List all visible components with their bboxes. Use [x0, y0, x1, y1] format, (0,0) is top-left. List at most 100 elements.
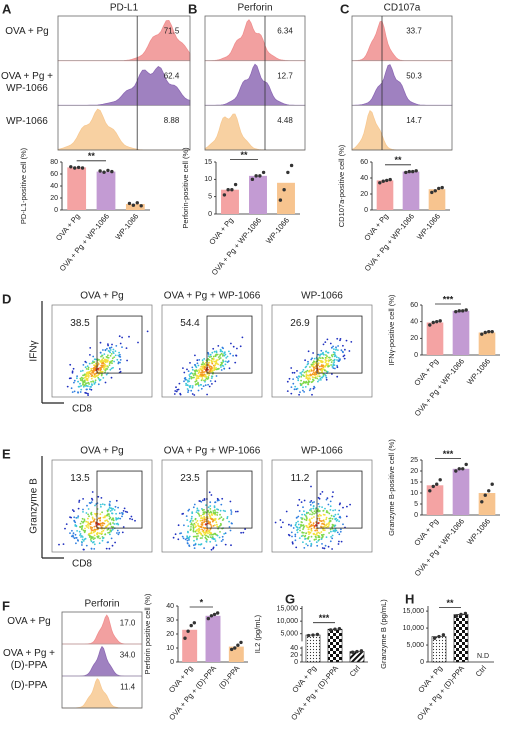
event-dot [295, 388, 298, 391]
event-dot [338, 503, 341, 506]
event-dot [198, 529, 201, 532]
event-dot [216, 359, 219, 361]
event-dot [219, 517, 221, 520]
event-dot [108, 515, 111, 517]
event-dot [318, 532, 321, 535]
y-tick-label: 20 [410, 468, 418, 475]
event-dot [87, 381, 90, 384]
gate-value: 33.7 [406, 27, 422, 36]
event-dot [217, 345, 220, 347]
event-dot [196, 377, 199, 380]
event-dot [332, 367, 335, 369]
event-dot [337, 345, 339, 347]
event-dot [202, 499, 204, 502]
event-dot [172, 536, 175, 539]
event-dot [99, 368, 102, 370]
data-point [407, 169, 411, 174]
event-dot [297, 520, 299, 523]
event-dot [74, 533, 77, 536]
data-point [483, 330, 487, 335]
event-dot [209, 380, 212, 382]
data-point [236, 643, 240, 647]
event-dot [308, 519, 311, 522]
event-dot [100, 505, 102, 508]
event-dot [211, 533, 213, 536]
panel-title: PD-L1 [110, 3, 139, 14]
event-dot [296, 531, 299, 534]
event-dot [307, 350, 310, 353]
gate-value: 26.9 [290, 318, 310, 329]
event-dot [211, 383, 213, 385]
event-dot [105, 365, 107, 367]
data-point [233, 182, 238, 187]
event-dot [87, 392, 89, 395]
event-dot [107, 356, 110, 359]
event-dot [292, 382, 295, 385]
event-dot [96, 528, 99, 531]
event-dot [224, 510, 227, 513]
event-dot [302, 374, 304, 376]
data-point [440, 185, 444, 190]
event-dot [302, 381, 305, 384]
data-point [457, 467, 461, 471]
event-dot [302, 506, 304, 509]
event-dot [213, 538, 216, 540]
event-dot [335, 348, 338, 351]
data-point [490, 329, 494, 334]
event-dot [216, 511, 219, 514]
event-dot [94, 379, 97, 382]
event-dot [204, 375, 206, 378]
event-dot [311, 393, 313, 396]
event-dot [196, 362, 199, 365]
event-dot [121, 512, 124, 515]
y-axis-label: Granzyme B-positive cell (%) [387, 439, 396, 536]
event-dot [317, 375, 319, 377]
event-dot [335, 346, 337, 349]
event-dot [334, 518, 337, 521]
event-dot [228, 350, 230, 353]
bar [452, 468, 470, 515]
x-tick-label: OVA + Pg [362, 212, 390, 243]
panel-letter: C [340, 1, 350, 16]
panel-title: Perforin [84, 599, 119, 610]
event-dot [90, 512, 92, 515]
event-dot [196, 507, 199, 510]
event-dot [215, 544, 218, 547]
event-dot [333, 515, 336, 518]
row-label: OVA + Pg + (D)-PPA [2, 648, 56, 671]
significance-label: *** [443, 294, 454, 304]
event-dot [315, 541, 318, 544]
event-dot [209, 508, 212, 510]
event-dot [177, 538, 180, 541]
event-dot [314, 512, 317, 514]
event-dot [89, 539, 92, 541]
event-dot [126, 359, 128, 362]
bar [453, 614, 469, 663]
event-dot [125, 347, 128, 349]
event-dot [318, 505, 321, 508]
event-dot [90, 501, 93, 503]
data-point [76, 165, 81, 170]
event-dot [328, 512, 331, 515]
plot-title: OVA + Pg + WP-1066 [164, 446, 261, 457]
event-dot [111, 544, 114, 547]
event-dot [203, 547, 206, 549]
event-dot [72, 367, 75, 370]
frame [57, 15, 191, 151]
event-dot [326, 497, 329, 499]
event-dot [328, 365, 331, 367]
event-dot [327, 359, 330, 361]
event-dot [107, 523, 110, 525]
event-dot [207, 383, 210, 386]
panel-title: CD107a [384, 3, 421, 14]
event-dot [71, 509, 74, 511]
event-dot [119, 359, 122, 361]
gate-value: 8.88 [164, 116, 180, 125]
event-dot [222, 538, 224, 541]
x-tick-label: Ctrl [348, 664, 363, 679]
event-dot [219, 522, 222, 525]
event-dot [77, 380, 79, 383]
event-dot [321, 506, 323, 508]
event-dot [111, 357, 114, 360]
data-point [378, 181, 382, 185]
